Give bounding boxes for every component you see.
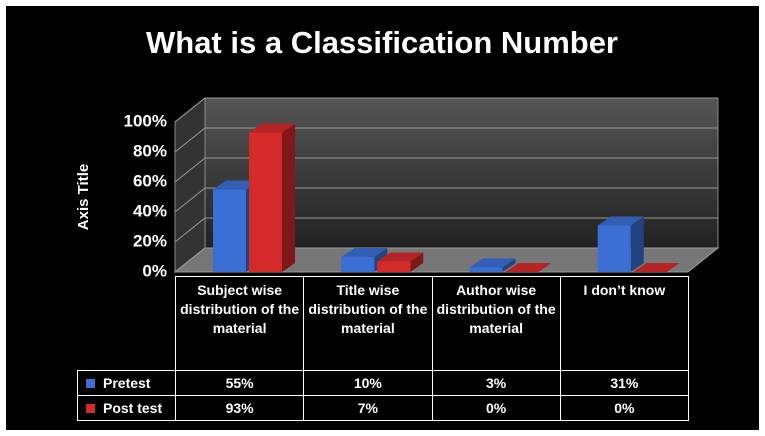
bar-side [502, 258, 516, 272]
data-table-value: 7% [303, 395, 433, 421]
bar [633, 263, 680, 272]
bar-side [282, 123, 295, 272]
data-table-value: 55% [175, 370, 305, 396]
bar-front [377, 261, 411, 272]
bar-side [630, 216, 644, 272]
category-label-text: Title wise distribution of the material [308, 282, 428, 336]
y-tick-label: 0% [142, 261, 167, 280]
grid-line [174, 127, 718, 153]
category-label: Subject wise distribution of the materia… [175, 276, 305, 371]
bar-top [341, 248, 388, 257]
category-label: Title wise distribution of the material [303, 276, 433, 371]
data-table-value: 31% [559, 370, 689, 396]
y-tick-label: 100% [124, 111, 167, 130]
grid-line [174, 97, 718, 123]
category-label-text: I don’t know [583, 282, 666, 298]
bar-top [633, 263, 680, 272]
bar-front [597, 225, 631, 272]
bar-top [505, 263, 552, 272]
data-table-value: 10% [303, 370, 433, 396]
bar [249, 123, 295, 272]
y-tick-label: 40% [133, 201, 167, 220]
bar [469, 258, 516, 272]
side-wall [174, 96, 206, 274]
category-label: Author wise distribution of the material [431, 276, 561, 371]
legend-label: Post test [103, 399, 163, 416]
y-axis-title: Axis Title [75, 164, 92, 230]
data-table-value-text: 10% [353, 374, 382, 391]
bar-top [469, 258, 516, 268]
category-label-text: Subject wise distribution of the materia… [180, 282, 300, 336]
legend-entry: Pretest [77, 370, 176, 396]
bar-top [249, 123, 295, 133]
data-table-value: 0% [431, 395, 561, 421]
grid-line [174, 217, 718, 243]
bar-top [213, 180, 259, 190]
bar-front [213, 189, 246, 272]
bar-top [377, 252, 424, 262]
data-table-value-text: 0% [486, 399, 507, 416]
y-tick-label: 20% [133, 231, 167, 250]
data-table-value-text: 31% [610, 374, 639, 391]
category-label-text: Author wise distribution of the material [436, 282, 556, 336]
bar-side [410, 252, 424, 272]
data-table-value: 0% [559, 395, 689, 421]
legend-key [86, 378, 95, 388]
legend-entry: Post test [77, 395, 176, 421]
bar-front [249, 132, 282, 272]
data-table-value-text: 55% [225, 374, 254, 391]
data-table-value-text: 3% [486, 374, 507, 391]
bar [377, 252, 424, 272]
grid-line [174, 247, 718, 273]
chart-title: What is a Classification Number [146, 25, 618, 60]
bar [505, 263, 552, 272]
y-tick-label: 60% [133, 171, 167, 190]
y-tick-label: 80% [133, 141, 167, 160]
grid-line [174, 157, 718, 183]
grid-line [174, 187, 718, 213]
data-table-value-text: 7% [357, 399, 378, 416]
data-table-value-text: 93% [225, 399, 254, 416]
bar-front [341, 257, 375, 272]
category-label: I don’t know [559, 276, 689, 371]
bar [597, 216, 644, 272]
data-table-value: 93% [175, 395, 305, 421]
data-table-value-text: 0% [614, 399, 635, 416]
legend-key [86, 403, 95, 413]
bar-front [469, 267, 503, 272]
data-table-value: 3% [431, 370, 561, 396]
bar-top [597, 216, 644, 226]
legend-label: Pretest [103, 374, 151, 391]
